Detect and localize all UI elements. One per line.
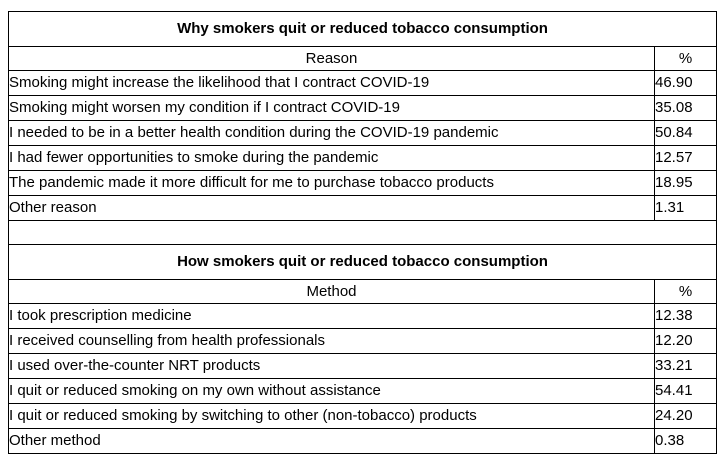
row-label: Smoking might worsen my condition if I c…	[8, 95, 655, 121]
table-title-how: How smokers quit or reduced tobacco cons…	[7, 244, 718, 280]
row-value: 18.95	[653, 170, 718, 196]
table-row: I quit or reduced smoking on my own with…	[8, 378, 718, 404]
row-label: Other reason	[8, 195, 655, 221]
row-label: Other method	[8, 428, 655, 454]
row-label: I received counselling from health profe…	[8, 328, 655, 354]
row-label: I used over-the-counter NRT products	[8, 353, 655, 379]
table-row: I took prescription medicine 12.38	[8, 303, 718, 329]
table-title-row: How smokers quit or reduced tobacco cons…	[7, 244, 718, 280]
spacer-cell	[7, 220, 718, 245]
row-value: 35.08	[653, 95, 718, 121]
row-value: 12.38	[653, 303, 718, 329]
row-value: 50.84	[653, 120, 718, 146]
table-row: I quit or reduced smoking by switching t…	[8, 403, 718, 429]
table-title-why: Why smokers quit or reduced tobacco cons…	[7, 11, 718, 47]
row-label: Smoking might increase the likelihood th…	[8, 70, 655, 96]
table-row: Smoking might worsen my condition if I c…	[8, 95, 718, 121]
table-row: I received counselling from health profe…	[8, 328, 718, 354]
table-row: The pandemic made it more difficult for …	[8, 170, 718, 196]
column-header-reason: Reason	[8, 46, 655, 71]
column-header-method: Method	[8, 279, 655, 304]
table-header-row: Reason %	[8, 46, 718, 71]
table-row: I used over-the-counter NRT products 33.…	[8, 353, 718, 379]
tobacco-consumption-tables: Why smokers quit or reduced tobacco cons…	[7, 11, 718, 454]
table-spacer-row	[7, 220, 718, 245]
table-row: I had fewer opportunities to smoke durin…	[8, 145, 718, 171]
row-value: 0.38	[653, 428, 718, 454]
table-row: I needed to be in a better health condit…	[8, 120, 718, 146]
row-value: 46.90	[653, 70, 718, 96]
row-label: I needed to be in a better health condit…	[8, 120, 655, 146]
table-row: Other method 0.38	[8, 428, 718, 454]
row-value: 33.21	[653, 353, 718, 379]
row-value: 1.31	[653, 195, 718, 221]
table-title-row: Why smokers quit or reduced tobacco cons…	[7, 11, 718, 47]
row-label: I quit or reduced smoking by switching t…	[8, 403, 655, 429]
row-label: The pandemic made it more difficult for …	[8, 170, 655, 196]
column-header-percent: %	[653, 46, 718, 71]
row-value: 24.20	[653, 403, 718, 429]
row-value: 54.41	[653, 378, 718, 404]
table-row: Other reason 1.31	[8, 195, 718, 221]
row-value: 12.57	[653, 145, 718, 171]
row-value: 12.20	[653, 328, 718, 354]
row-label: I quit or reduced smoking on my own with…	[8, 378, 655, 404]
column-header-percent: %	[653, 279, 718, 304]
row-label: I took prescription medicine	[8, 303, 655, 329]
table-header-row: Method %	[8, 279, 718, 304]
row-label: I had fewer opportunities to smoke durin…	[8, 145, 655, 171]
table-row: Smoking might increase the likelihood th…	[8, 70, 718, 96]
